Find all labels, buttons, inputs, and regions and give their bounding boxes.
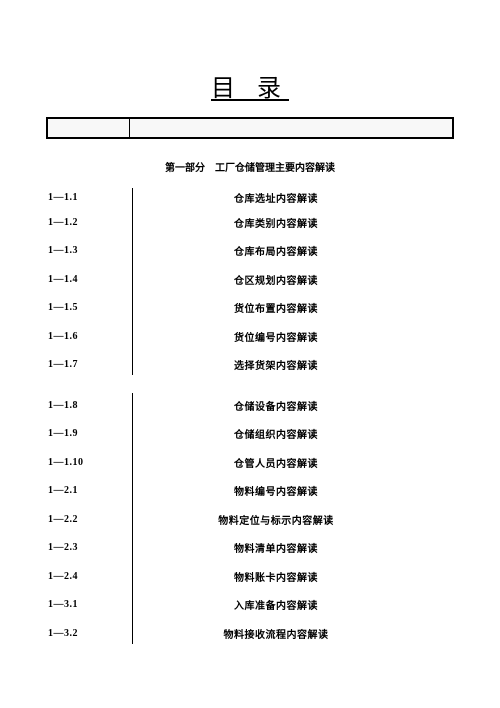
toc-number: 1—1.2 (46, 217, 128, 228)
toc-row: 1—1.3仓库布局内容解读 (46, 237, 454, 266)
toc-number: 1—1.3 (46, 245, 128, 256)
toc-text: 仓库布局内容解读 (128, 243, 454, 258)
toc-row: 1—1.8仓储设备内容解读 (46, 391, 454, 420)
toc-row: 1—2.1物料编号内容解读 (46, 477, 454, 506)
toc-text: 物料账卡内容解读 (128, 569, 454, 584)
toc-text: 仓库选址内容解读 (128, 190, 454, 205)
header-cell-right (129, 118, 453, 138)
toc-text: 货位编号内容解读 (128, 329, 454, 344)
toc-row: 1—1.5货位布置内容解读 (46, 294, 454, 323)
toc-text: 仓储设备内容解读 (128, 398, 454, 413)
toc-row: 1—2.4物料账卡内容解读 (46, 562, 454, 591)
toc-number: 1—1.7 (46, 359, 128, 370)
toc-number: 1—1.5 (46, 302, 128, 313)
toc-number: 1—3.2 (46, 628, 128, 639)
toc-text: 物料接收流程内容解读 (128, 626, 454, 641)
toc-number: 1—1.1 (46, 192, 128, 203)
toc-text: 仓区规划内容解读 (128, 272, 454, 287)
toc-text: 入库准备内容解读 (128, 597, 454, 612)
toc-row: 1—2.3物料清单内容解读 (46, 534, 454, 563)
toc-number: 1—1.4 (46, 274, 128, 285)
toc-text: 仓库类别内容解读 (128, 215, 454, 230)
toc-text: 仓储组织内容解读 (128, 426, 454, 441)
toc-text: 仓管人员内容解读 (128, 455, 454, 470)
vertical-divider (132, 188, 133, 375)
toc-number: 1—2.4 (46, 571, 128, 582)
toc-number: 1—1.10 (46, 457, 128, 468)
toc-row: 1—3.2物料接收流程内容解读 (46, 619, 454, 648)
header-table-row (47, 118, 453, 138)
toc-text: 货位布置内容解读 (128, 300, 454, 315)
toc-text: 物料定位与标示内容解读 (128, 512, 454, 527)
header-cell-left (47, 118, 129, 138)
toc-number: 1—1.6 (46, 331, 128, 342)
vertical-divider (132, 393, 133, 644)
toc-row: 1—1.6货位编号内容解读 (46, 322, 454, 351)
toc-row: 1—1.4仓区规划内容解读 (46, 265, 454, 294)
toc-row: 1—1.2仓库类别内容解读 (46, 208, 454, 237)
toc-number: 1—3.1 (46, 599, 128, 610)
group-gap (46, 379, 454, 391)
toc-text: 选择货架内容解读 (128, 357, 454, 372)
toc-number: 1—2.3 (46, 542, 128, 553)
toc-row: 1—2.2物料定位与标示内容解读 (46, 505, 454, 534)
toc-text: 物料清单内容解读 (128, 540, 454, 555)
toc-row: 1—3.1入库准备内容解读 (46, 591, 454, 620)
toc-number: 1—2.1 (46, 485, 128, 496)
toc-row: 1—1.1仓库选址内容解读 (46, 186, 454, 208)
page-title: 目 录 (0, 68, 500, 103)
section-title: 第一部分 工厂仓储管理主要内容解读 (0, 159, 500, 174)
toc-number: 1—2.2 (46, 514, 128, 525)
toc-text: 物料编号内容解读 (128, 483, 454, 498)
toc-number: 1—1.9 (46, 428, 128, 439)
toc-row: 1—1.10仓管人员内容解读 (46, 448, 454, 477)
header-table (46, 117, 454, 139)
toc-row: 1—1.7选择货架内容解读 (46, 351, 454, 380)
toc-container: 1—1.1仓库选址内容解读1—1.2仓库类别内容解读1—1.3仓库布局内容解读1… (46, 186, 454, 648)
toc-number: 1—1.8 (46, 400, 128, 411)
toc-row: 1—1.9仓储组织内容解读 (46, 420, 454, 449)
